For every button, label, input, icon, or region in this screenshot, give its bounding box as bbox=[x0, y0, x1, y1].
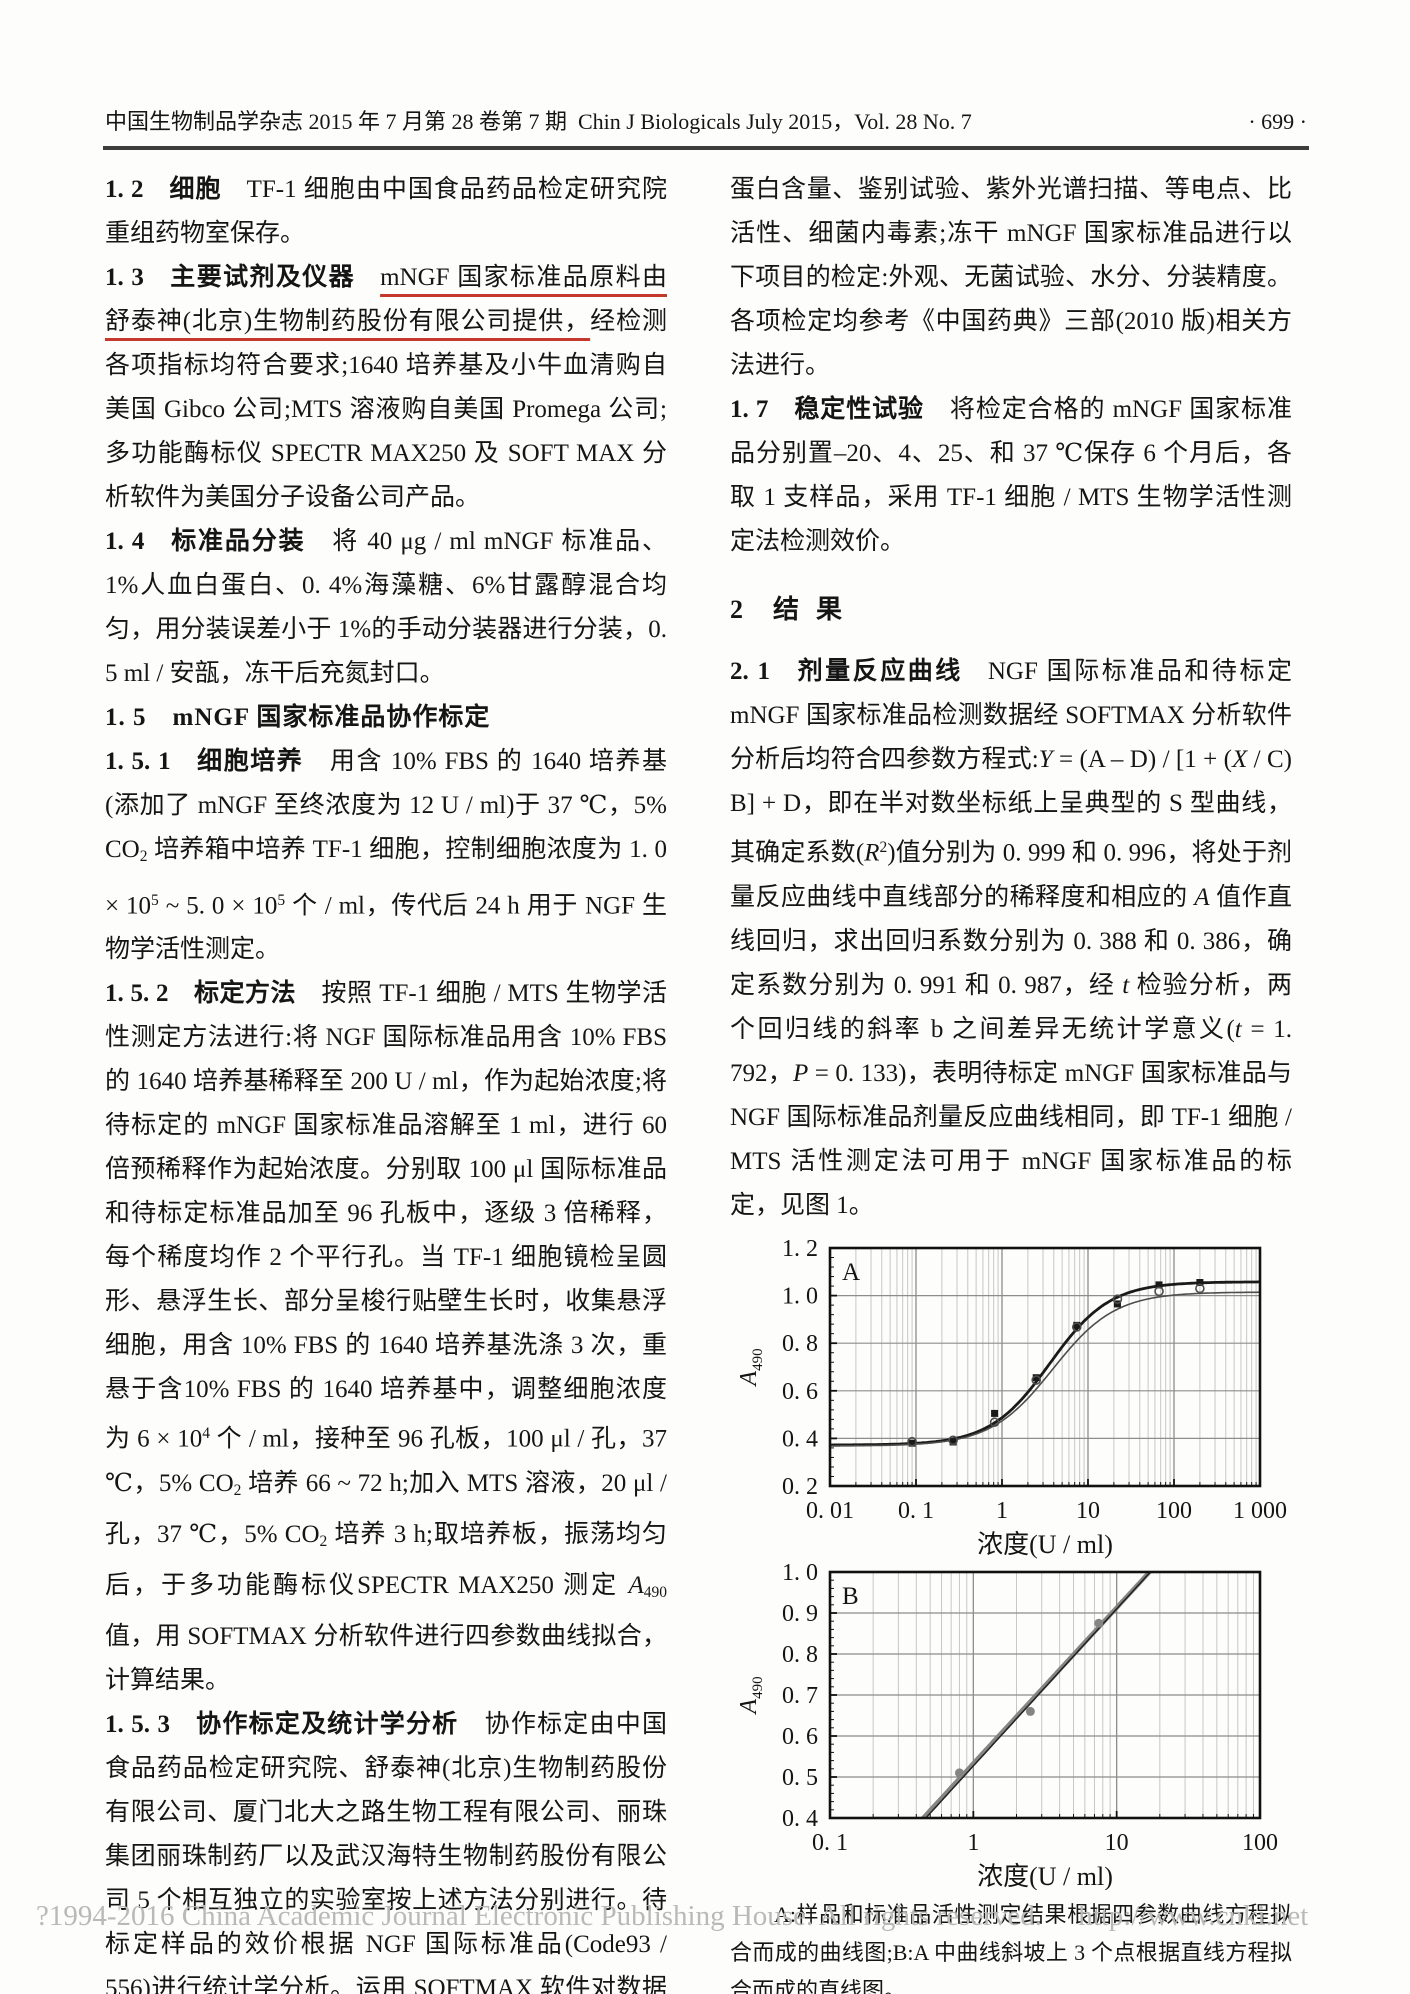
x-tick-label: 0. 01 bbox=[806, 1498, 854, 1524]
paragraph: 蛋白含量、鉴别试验、紫外光谱扫描、等电点、比活性、细菌内毒素;冻干 mNGF 国… bbox=[730, 176, 1292, 379]
x-tick-label: 1 bbox=[967, 1830, 979, 1856]
data-point bbox=[1195, 1283, 1205, 1293]
y-tick-label: 0. 6 bbox=[782, 1724, 818, 1750]
data-point bbox=[1154, 1286, 1164, 1296]
y-tick-label: 0. 9 bbox=[782, 1601, 818, 1627]
paragraph: A:样品和标准品活性测定结果根据四参数曲线方程拟合而成的曲线图;B:A 中曲线斜… bbox=[730, 1901, 1292, 1994]
right-column-text: 蛋白含量、鉴别试验、紫外光谱扫描、等电点、比活性、细菌内毒素;冻干 mNGF 国… bbox=[730, 168, 1292, 1228]
y-tick-label: 0. 2 bbox=[782, 1474, 818, 1500]
gridlines bbox=[830, 1571, 1260, 1818]
y-tick-label: 0. 8 bbox=[782, 1642, 818, 1668]
data-point bbox=[1155, 1280, 1163, 1288]
data-point bbox=[989, 1416, 1000, 1427]
paragraph: 1. 3 主要试剂及仪器 mNGF 国家标准品原料由舒泰神(北京)生物制药股份有… bbox=[105, 264, 667, 511]
header-rule bbox=[103, 146, 1309, 150]
y-tick-label: 0. 8 bbox=[782, 1331, 818, 1357]
red-underlined-text: mNGF 国家标准品原料由舒泰神(北京)生物制药股份有限公司提供， bbox=[105, 264, 667, 335]
y-tick-label: 1. 0 bbox=[782, 1560, 818, 1586]
paragraph: 1. 5 mNGF 国家标准品协作标定 bbox=[105, 704, 491, 731]
paragraph: 2 结 果 bbox=[730, 595, 845, 624]
figure-1-captions: A:样品和标准品活性测定结果根据四参数曲线方程拟合而成的曲线图;B:A 中曲线斜… bbox=[730, 1896, 1292, 1994]
page-number: · 699 · bbox=[1248, 109, 1307, 134]
series-curve bbox=[924, 1571, 1152, 1818]
paragraph: 1. 4 标准品分装 将 40 μg / ml mNGF 标准品、1%人血白蛋白… bbox=[105, 528, 667, 687]
x-axis-title: 浓度(U / ml) bbox=[977, 1530, 1113, 1559]
x-tick-label: 100 bbox=[1242, 1830, 1278, 1856]
y-tick-label: 1. 0 bbox=[782, 1283, 818, 1309]
y-tick-label: 0. 5 bbox=[782, 1765, 818, 1791]
x-tick-label: 1 000 bbox=[1233, 1498, 1287, 1524]
paragraph: 1. 7 稳定性试验 将检定合格的 mNGF 国家标准品分别置–20、4、25、… bbox=[730, 396, 1292, 555]
y-tick-label: 0. 4 bbox=[782, 1426, 818, 1452]
paragraph: 1. 5. 1 细胞培养 用含 10% FBS 的 1640 培养基(添加了 m… bbox=[105, 748, 667, 964]
paragraph: 1. 5. 2 标定方法 按照 TF-1 细胞 / MTS 生物学活性测定方法进… bbox=[105, 980, 668, 1694]
linear-fit-chart-b: 0. 4 0. 5 0. 6 0. 7 0. 8 0. 9 1. 0 0. 1 1 10 100 B 浓… bbox=[736, 1560, 1278, 1890]
data-point bbox=[1071, 1321, 1082, 1332]
data-point bbox=[948, 1435, 958, 1445]
left-column: 1. 2 细胞 TF-1 细胞由中国食品药品检定研究院重组药物室保存。 1. 3 … bbox=[105, 168, 667, 1994]
y-tick-label: 0. 4 bbox=[782, 1806, 818, 1832]
y-tick-label: 0. 6 bbox=[782, 1378, 818, 1404]
figure-1: 0. 2 0. 4 0. 6 0. 8 1. 0 1. 2 0. 01 0. 1 1 10 100 1… bbox=[730, 1238, 1292, 1890]
data-point bbox=[1031, 1374, 1042, 1385]
y-tick-label: 1. 2 bbox=[782, 1238, 818, 1262]
data-point bbox=[1073, 1321, 1081, 1329]
panel-label: A bbox=[842, 1259, 860, 1286]
paragraph: 2. 1 剂量反应曲线 NGF 国际标准品和待标定 mNGF 国家标准品检测数据… bbox=[730, 658, 1293, 1219]
data-point bbox=[1025, 1706, 1035, 1716]
journal-header-line: 中国生物制品学杂志 2015 年 7 月第 28 卷第 7 期 Chin J B… bbox=[105, 109, 972, 134]
plot-frame bbox=[828, 1246, 1262, 1487]
y-axis-title: A490 bbox=[736, 1348, 766, 1387]
data-point bbox=[991, 1409, 999, 1417]
series-curve bbox=[830, 1280, 1260, 1446]
y-tick-label: 0. 7 bbox=[782, 1683, 818, 1709]
paragraph: 1. 2 细胞 TF-1 细胞由中国食品药品检定研究院重组药物室保存。 bbox=[105, 176, 667, 247]
dose-response-chart-a: 0. 2 0. 4 0. 6 0. 8 1. 0 1. 2 0. 01 0. 1 1 10 100 1… bbox=[736, 1238, 1287, 1559]
data-point bbox=[908, 1439, 916, 1447]
series-curve bbox=[830, 1290, 1260, 1447]
right-column: 蛋白含量、鉴别试验、紫外光谱扫描、等电点、比活性、细菌内毒素;冻干 mNGF 国… bbox=[730, 168, 1292, 1994]
data-point bbox=[1196, 1278, 1204, 1286]
x-tick-label: 10 bbox=[1076, 1498, 1100, 1524]
copyright-footer: ?1994-2016 China Academic Journal Electr… bbox=[36, 1900, 1309, 1932]
data-point bbox=[1094, 1618, 1104, 1628]
x-tick-label: 100 bbox=[1156, 1498, 1192, 1524]
y-axis-title: A490 bbox=[736, 1676, 766, 1715]
data-point bbox=[1112, 1293, 1123, 1304]
x-tick-label: 1 bbox=[996, 1498, 1008, 1524]
series-curve bbox=[920, 1571, 1153, 1818]
page-header: 中国生物制品学杂志 2015 年 7 月第 28 卷第 7 期 Chin J B… bbox=[105, 104, 1307, 136]
panel-label: B bbox=[842, 1583, 859, 1610]
x-tick-label: 0. 1 bbox=[898, 1498, 934, 1524]
paragraph: 1. 5. 3 协作标定及统计学分析 协作标定由中国食品药品检定研究院、舒泰神(… bbox=[105, 1710, 667, 1994]
data-point bbox=[907, 1436, 917, 1447]
data-point bbox=[949, 1437, 957, 1445]
x-axis-title: 浓度(U / ml) bbox=[977, 1862, 1113, 1890]
x-tick-label: 0. 1 bbox=[812, 1830, 848, 1856]
data-point bbox=[954, 1767, 964, 1777]
x-tick-label: 10 bbox=[1105, 1830, 1129, 1856]
data-point bbox=[1032, 1373, 1040, 1381]
